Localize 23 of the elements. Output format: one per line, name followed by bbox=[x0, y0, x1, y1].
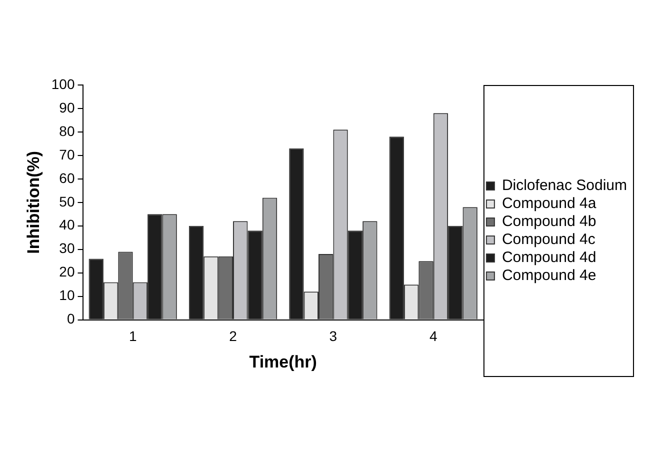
x-tick-label: 2 bbox=[229, 328, 238, 344]
y-tick-label: 10 bbox=[59, 287, 75, 304]
legend-label: Compound 4a bbox=[502, 195, 597, 212]
y-tick-label: 40 bbox=[59, 216, 75, 233]
y-axis-title: Inhibition(%) bbox=[24, 150, 43, 254]
y-tick-label: 50 bbox=[59, 193, 75, 210]
x-axis-title: Time(hr) bbox=[249, 352, 317, 372]
legend-label: Compound 4d bbox=[502, 249, 596, 266]
legend-label: Compound 4e bbox=[502, 267, 596, 284]
x-tick-label: 1 bbox=[128, 328, 137, 344]
y-tick-label: 80 bbox=[59, 122, 75, 139]
legend-label: Compound 4b bbox=[502, 213, 596, 230]
x-tick-label: 3 bbox=[329, 328, 338, 344]
x-tick-label: 4 bbox=[429, 328, 438, 344]
y-tick-label: 30 bbox=[59, 240, 75, 256]
y-tick-label: 90 bbox=[59, 99, 75, 116]
legend-label: Diclofenac Sodium bbox=[502, 177, 627, 194]
legend-label: Compound 4c bbox=[502, 231, 596, 248]
y-tick-label: 20 bbox=[59, 264, 75, 280]
y-tick-label: 70 bbox=[59, 146, 75, 162]
y-tick-label: 0 bbox=[66, 310, 75, 327]
y-tick-label: 100 bbox=[51, 76, 75, 92]
y-tick-label: 60 bbox=[59, 170, 75, 186]
